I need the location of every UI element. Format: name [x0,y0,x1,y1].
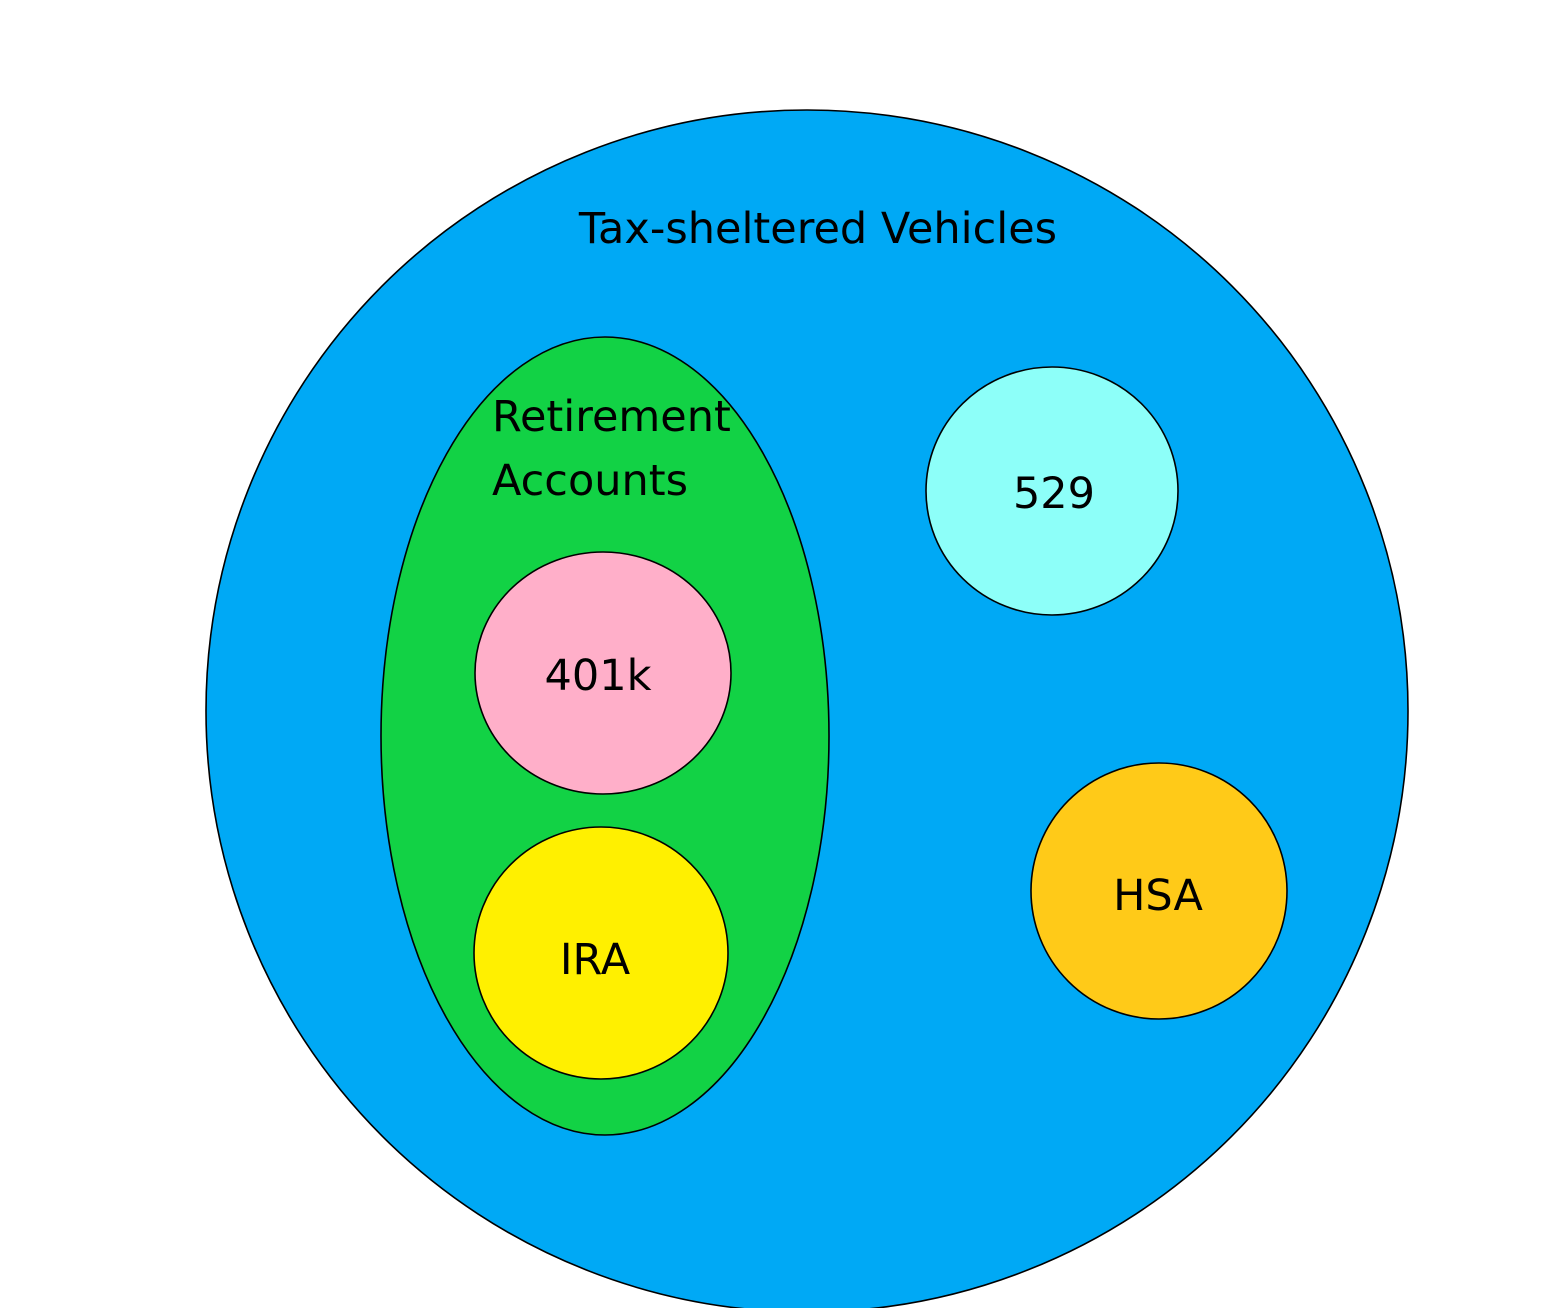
ira-group: IRA [473,826,729,1080]
401k-label: 401k [545,651,652,701]
hsa-circle [1030,762,1288,1020]
ira-circle [473,826,729,1080]
tax-sheltered-vehicles-label: Tax-sheltered Vehicles [578,204,1057,254]
401k-circle [474,551,732,795]
529-circle [925,366,1179,616]
529-label: 529 [1013,469,1095,519]
retirement-accounts-label-line2: Accounts [492,456,688,506]
ira-label: IRA [560,935,631,985]
hsa-group: HSA [1030,762,1288,1020]
retirement-accounts-label-line1: Retirement [492,392,731,442]
401k-group: 401k [474,551,732,795]
529-group: 529 [925,366,1179,616]
hsa-label: HSA [1113,871,1203,921]
